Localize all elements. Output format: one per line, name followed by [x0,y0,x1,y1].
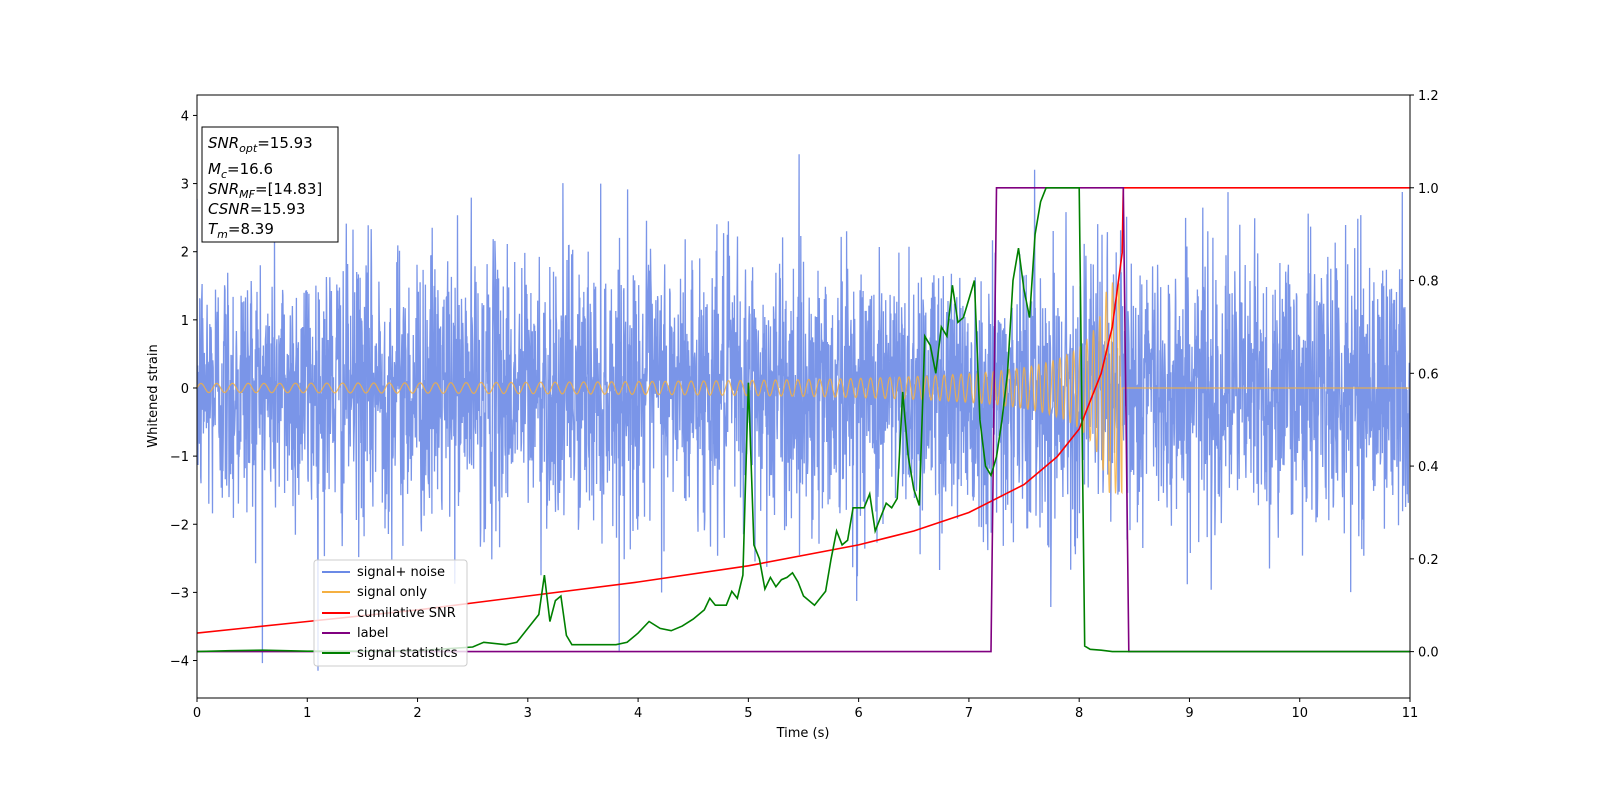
y-tick-label: 0 [181,382,189,397]
y-tick-label: −4 [170,655,189,670]
legend-label-signal-statistics: signal statistics [357,646,458,661]
y-tick-label: 4 [181,109,189,124]
x-axis-label: Time (s) [776,726,830,741]
legend-label-signal-only: signal only [357,585,427,600]
x-tick-label: 10 [1291,706,1308,721]
y2-tick-label: 1.0 [1418,182,1439,197]
y-tick-label: 3 [181,178,189,193]
y-tick-label: 2 [181,246,189,261]
x-tick-label: 4 [634,706,642,721]
y-tick-label: −2 [170,518,189,533]
legend-label-label: label [357,626,388,641]
legend: signal+ noise signal only cumilative SNR… [313,559,468,667]
series-cumulative-snr [197,187,1410,634]
y2-tick-label: 0.6 [1418,367,1439,382]
x-tick-label: 9 [1185,706,1193,721]
x-tick-label: 3 [524,706,532,721]
y-tick-label: −1 [170,450,189,465]
y2-tick-label: 0.4 [1418,460,1439,475]
info-snr-opt: SNRopt=15.93 [208,134,313,155]
x-tick-label: 0 [193,706,201,721]
x-tick-label: 1 [303,706,311,721]
x-tick-label: 11 [1402,706,1419,721]
y-axis-label: Whitened strain [146,344,161,447]
info-snr-mf: SNRMF=[14.83] [208,180,322,201]
series-signal-only [197,282,1410,495]
x-tick-label: 2 [413,706,421,721]
info-csnr: CSNR=15.93 [208,200,305,218]
x-tick-label: 7 [965,706,973,721]
x-tick-label: 5 [744,706,752,721]
series-signal-statistics [197,187,1410,653]
y-tick-label: 1 [181,314,189,329]
series-signal-noise [197,154,1410,671]
x-tick-label: 8 [1075,706,1083,721]
y-tick-label: −3 [170,586,189,601]
y2-tick-label: 1.2 [1418,89,1439,104]
legend-label-cumulative-snr: cumilative SNR [357,606,456,621]
y2-tick-label: 0.2 [1418,553,1439,568]
info-tm: Tm=8.39 [208,220,274,241]
y2-tick-label: 0.8 [1418,275,1439,290]
info-mc: Mc=16.6 [208,160,273,181]
plot-frame [196,94,1411,699]
legend-label-signal-noise: signal+ noise [357,565,445,580]
x-tick-label: 6 [854,706,862,721]
info-box: SNRopt=15.93 Mc=16.6 SNRMF=[14.83] CSNR=… [201,126,339,243]
y2-tick-label: 0.0 [1418,646,1439,661]
